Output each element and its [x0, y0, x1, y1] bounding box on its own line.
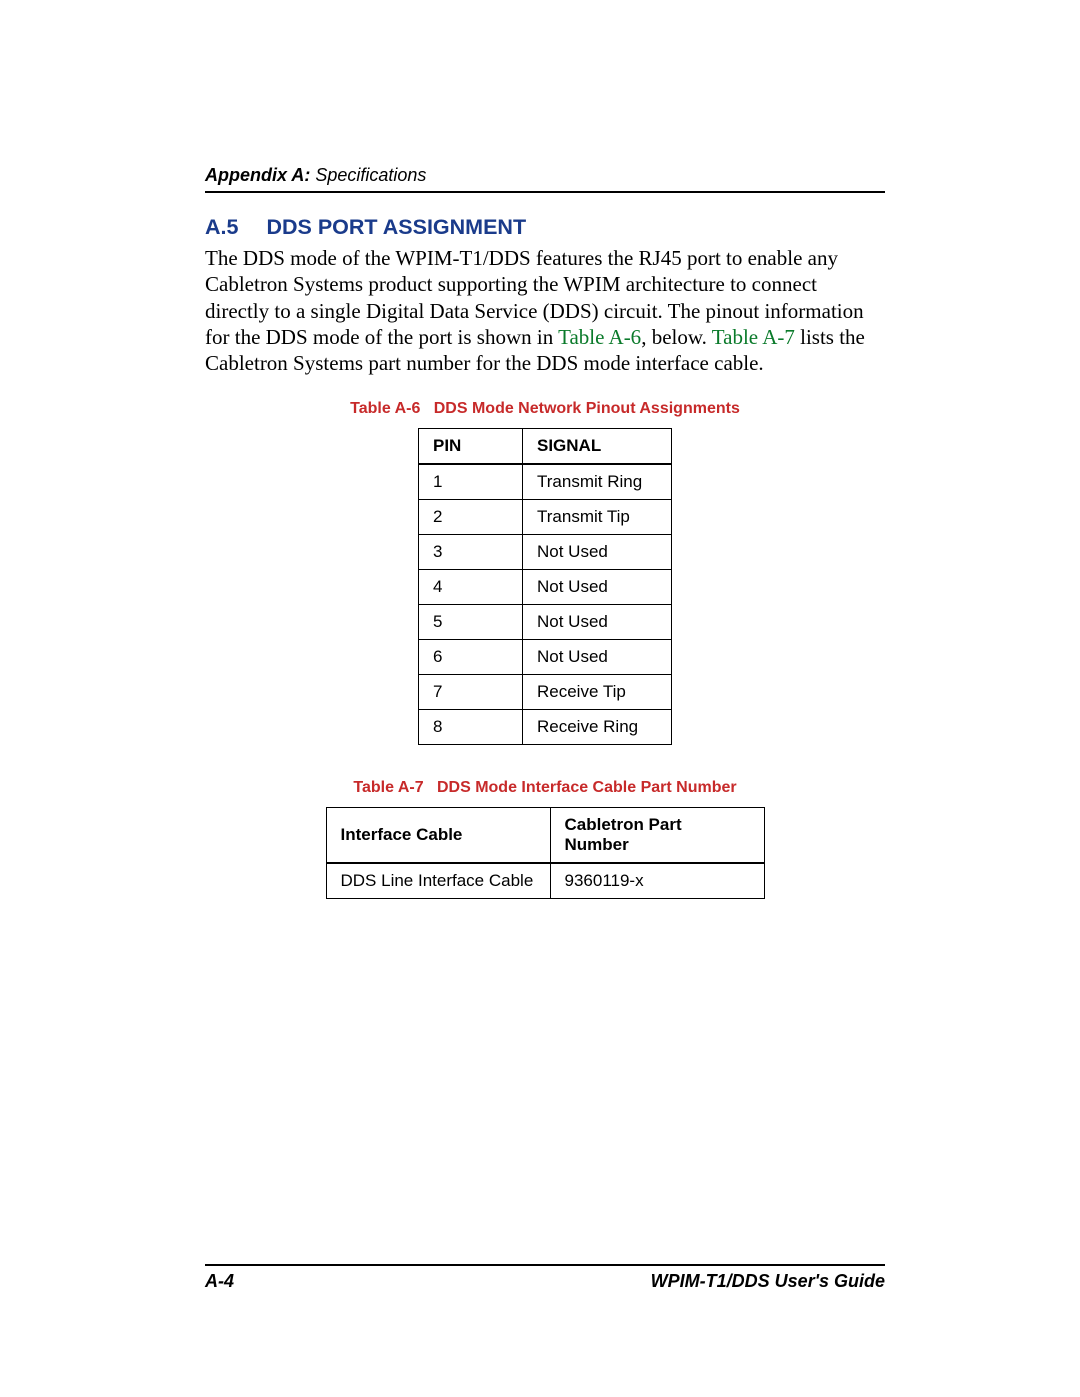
- table-row: 5Not Used: [419, 605, 672, 640]
- footer-doc-title: WPIM-T1/DDS User's Guide: [651, 1271, 885, 1292]
- table-a6-caption: Table A-6 DDS Mode Network Pinout Assign…: [205, 400, 885, 418]
- section-number: A.5: [205, 215, 238, 240]
- col-pin: PIN: [419, 429, 523, 465]
- cell: 4: [419, 570, 523, 605]
- cell: Transmit Ring: [523, 464, 672, 500]
- cell: 9360119-x: [550, 863, 764, 899]
- para-part2: , below.: [641, 325, 712, 349]
- section-heading: A.5 DDS PORT ASSIGNMENT: [205, 215, 885, 240]
- cell: Receive Ring: [523, 710, 672, 745]
- running-header: Appendix A: Specifications: [205, 165, 885, 193]
- cell: Not Used: [523, 605, 672, 640]
- table-header-row: Interface Cable Cabletron Part Number: [326, 808, 764, 864]
- header-title: Specifications: [315, 165, 426, 185]
- cell: 8: [419, 710, 523, 745]
- table-row: DDS Line Interface Cable9360119-x: [326, 863, 764, 899]
- footer-page-number: A-4: [205, 1271, 234, 1292]
- table-row: 1Transmit Ring: [419, 464, 672, 500]
- caption-a6-text: DDS Mode Network Pinout Assignments: [434, 400, 740, 417]
- cell: 6: [419, 640, 523, 675]
- body-paragraph: The DDS mode of the WPIM-T1/DDS features…: [205, 245, 885, 376]
- link-table-a6[interactable]: Table A-6: [558, 325, 641, 349]
- cell: Transmit Tip: [523, 500, 672, 535]
- cell: 2: [419, 500, 523, 535]
- table-row: 6Not Used: [419, 640, 672, 675]
- caption-a7-prefix: Table A-7: [353, 779, 423, 796]
- cell: 3: [419, 535, 523, 570]
- cell: 7: [419, 675, 523, 710]
- table-row: 2Transmit Tip: [419, 500, 672, 535]
- cell: DDS Line Interface Cable: [326, 863, 550, 899]
- header-appendix: Appendix A:: [205, 165, 310, 185]
- col-interface-cable: Interface Cable: [326, 808, 550, 864]
- cell: Not Used: [523, 640, 672, 675]
- col-signal: SIGNAL: [523, 429, 672, 465]
- table-header-row: PIN SIGNAL: [419, 429, 672, 465]
- cell: Not Used: [523, 535, 672, 570]
- caption-a6-prefix: Table A-6: [350, 400, 420, 417]
- table-row: 7Receive Tip: [419, 675, 672, 710]
- cell: Receive Tip: [523, 675, 672, 710]
- section-title: DDS PORT ASSIGNMENT: [266, 215, 526, 239]
- table-a7-caption: Table A-7 DDS Mode Interface Cable Part …: [205, 779, 885, 797]
- table-a6: PIN SIGNAL 1Transmit Ring 2Transmit Tip …: [418, 428, 672, 745]
- page-footer: A-4 WPIM-T1/DDS User's Guide: [205, 1264, 885, 1292]
- cell: 5: [419, 605, 523, 640]
- table-a7: Interface Cable Cabletron Part Number DD…: [326, 807, 765, 899]
- caption-a7-text: DDS Mode Interface Cable Part Number: [437, 779, 737, 796]
- cell: Not Used: [523, 570, 672, 605]
- col-part-number: Cabletron Part Number: [550, 808, 764, 864]
- page-content: Appendix A: Specifications A.5 DDS PORT A…: [0, 0, 1080, 899]
- table-row: 8Receive Ring: [419, 710, 672, 745]
- table-row: 3Not Used: [419, 535, 672, 570]
- cell: 1: [419, 464, 523, 500]
- table-row: 4Not Used: [419, 570, 672, 605]
- link-table-a7[interactable]: Table A-7: [712, 325, 795, 349]
